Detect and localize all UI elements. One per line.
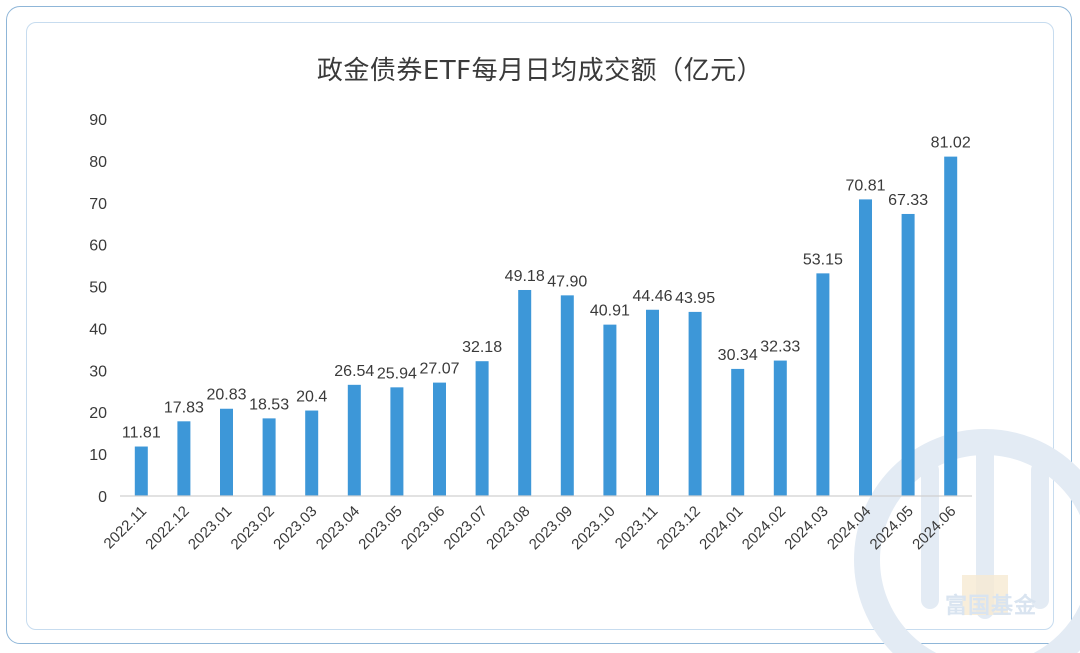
value-label: 81.02 xyxy=(931,135,971,152)
bar-2023.04 xyxy=(347,384,361,496)
x-tick-label: 2024.01 xyxy=(696,503,746,553)
bar-2023.05 xyxy=(390,387,404,496)
value-label: 70.81 xyxy=(845,177,885,194)
bar-2023.12 xyxy=(688,311,702,496)
x-tick-label: 2023.02 xyxy=(228,503,278,553)
chart-title: 政金债券ETF每月日均成交额（亿元） xyxy=(316,56,764,86)
x-tick-label: 2023.08 xyxy=(483,503,533,553)
bar-2023.06 xyxy=(433,382,446,496)
x-tick-label: 2023.10 xyxy=(568,503,618,553)
bar-2024.06 xyxy=(944,156,958,497)
bar-2024.05 xyxy=(901,213,915,497)
value-label: 17.83 xyxy=(164,399,204,416)
x-tick-label: 2022.11 xyxy=(101,503,151,553)
y-tick-label: 90 xyxy=(89,112,107,129)
x-tick-label: 2023.03 xyxy=(270,503,320,553)
bar-2023.07 xyxy=(475,361,489,496)
y-axis: 0 10 20 30 40 50 60 70 80 90 xyxy=(89,112,107,506)
y-tick-label: 10 xyxy=(89,447,107,464)
value-label: 25.94 xyxy=(377,365,417,382)
value-label: 32.33 xyxy=(760,339,800,356)
bar-2024.02 xyxy=(773,360,787,496)
value-label: 47.90 xyxy=(547,273,587,290)
watermark-logo-icon xyxy=(854,429,1080,653)
x-tick-label: 2023.09 xyxy=(526,503,576,553)
bar-2023.08 xyxy=(518,289,532,496)
x-tick-label: 2023.05 xyxy=(355,503,405,553)
bar-2023.02 xyxy=(262,418,276,496)
watermark-text: 富国基金 xyxy=(945,594,1038,619)
bar-2023.11 xyxy=(646,309,659,496)
value-label: 18.53 xyxy=(249,396,289,413)
value-label: 67.33 xyxy=(888,192,928,209)
y-tick-label: 0 xyxy=(98,489,107,506)
y-tick-label: 50 xyxy=(89,280,107,297)
value-label: 30.34 xyxy=(718,347,758,364)
y-tick-label: 60 xyxy=(89,238,107,255)
value-label: 49.18 xyxy=(505,268,545,285)
x-tick-label: 2023.06 xyxy=(398,503,448,553)
y-tick-label: 70 xyxy=(89,196,107,213)
x-tick-label: 2024.02 xyxy=(739,503,789,553)
value-label: 44.46 xyxy=(632,288,672,305)
value-label: 20.83 xyxy=(206,387,246,404)
bar-2024.01 xyxy=(731,368,745,496)
x-tick-label: 2022.12 xyxy=(142,503,192,553)
bar-2023.10 xyxy=(603,324,617,496)
y-tick-label: 30 xyxy=(89,363,107,380)
bar-2024.04 xyxy=(859,199,872,497)
bar-2023.09 xyxy=(560,295,574,496)
bars-group xyxy=(134,156,958,497)
x-tick-label: 2023.01 xyxy=(185,503,235,553)
bar-2022.12 xyxy=(177,421,191,496)
value-label: 32.18 xyxy=(462,339,502,356)
value-label: 26.54 xyxy=(334,363,374,380)
x-tick-label: 2024.03 xyxy=(781,503,831,553)
value-label: 40.91 xyxy=(590,303,630,320)
x-tick-label: 2023.12 xyxy=(654,503,704,553)
value-label: 27.07 xyxy=(419,361,459,378)
x-tick-label: 2023.11 xyxy=(612,503,662,553)
bar-2023.03 xyxy=(305,410,319,496)
y-tick-label: 40 xyxy=(89,321,107,338)
bar-2022.11 xyxy=(134,446,148,496)
value-label: 11.81 xyxy=(122,425,161,442)
value-label: 20.4 xyxy=(296,389,327,406)
x-tick-label: 2023.04 xyxy=(313,503,363,553)
y-tick-label: 20 xyxy=(89,405,107,422)
value-label: 53.15 xyxy=(803,251,843,268)
bar-2024.03 xyxy=(816,273,830,496)
y-tick-label: 80 xyxy=(89,154,107,171)
bar-2023.01 xyxy=(220,408,233,496)
value-label: 43.95 xyxy=(675,290,715,307)
x-axis: 2022.112022.122023.012023.022023.032023.… xyxy=(101,495,972,553)
x-tick-label: 2023.07 xyxy=(441,503,491,553)
